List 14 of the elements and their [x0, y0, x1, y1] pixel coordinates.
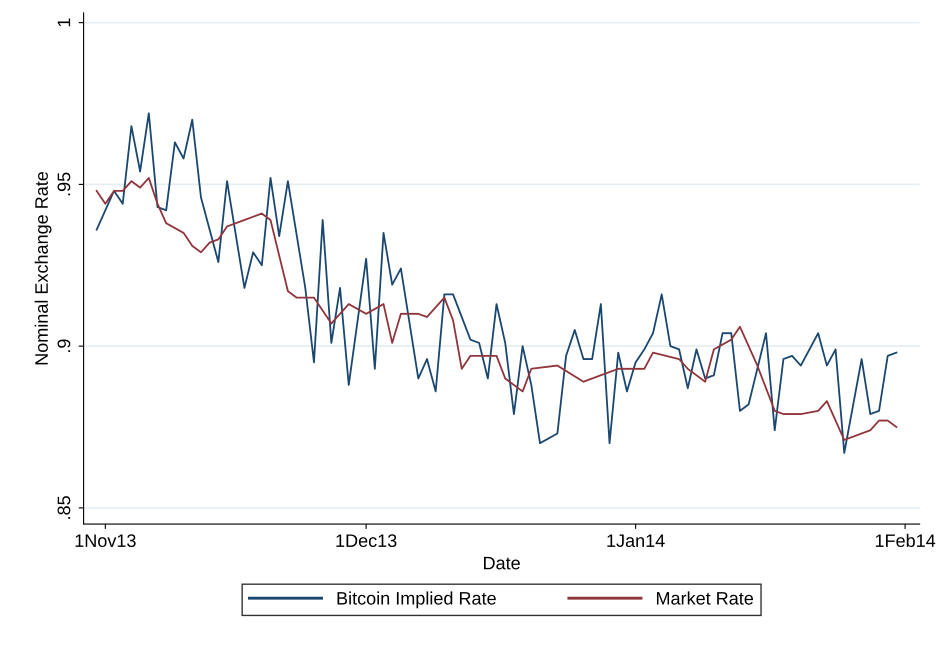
x-axis-title: Date: [484, 556, 520, 570]
y-tick-label: .9: [58, 339, 70, 352]
y-tick-label: 1: [58, 18, 70, 26]
x-tick-label: 1Jan14: [607, 534, 665, 548]
y-tick-label: .95: [58, 172, 70, 196]
x-tick-label: 1Dec13: [336, 534, 396, 548]
y-axis-title: Nominal Exchange Rate: [34, 172, 52, 364]
x-tick-label: 1Feb14: [876, 534, 936, 548]
y-tick-label: .85: [58, 496, 70, 519]
line-series: [96, 112, 898, 454]
line-series: [96, 177, 898, 441]
legend-label: Bitcoin Implied Rate: [338, 591, 496, 608]
x-tick-label: 1Nov13: [76, 534, 136, 548]
legend-label: Market Rate: [656, 591, 754, 605]
